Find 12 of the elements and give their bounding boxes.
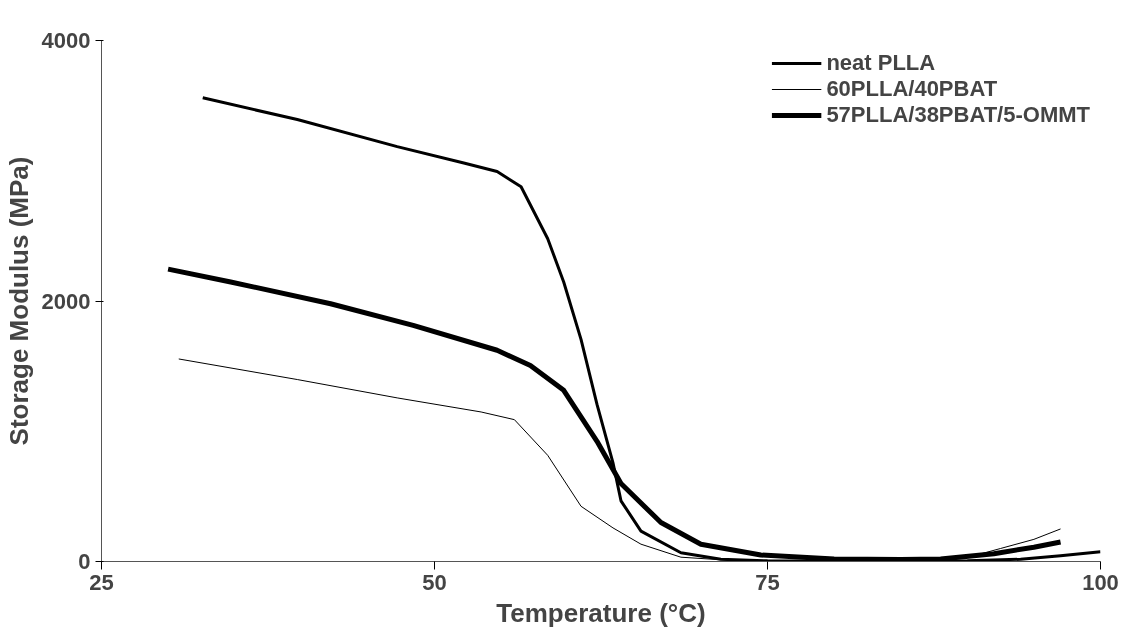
x-tick-label: 100 (1082, 569, 1119, 595)
y-axis-title: Storage Modulus (MPa) (3, 156, 34, 446)
legend-label: neat PLLA (826, 50, 936, 76)
y-tick-label: 2000 (41, 288, 91, 314)
y-tick-label: 4000 (41, 28, 91, 53)
legend-label: 57PLLA/38PBAT/5-OMMT (826, 102, 1090, 128)
legend-label: 60PLLA/40PBAT (826, 76, 998, 102)
x-axis-title: Temperature (°C) (496, 597, 706, 628)
x-tick-label: 50 (422, 569, 447, 595)
x-tick-label: 75 (755, 569, 780, 595)
x-tick-label: 25 (89, 569, 114, 595)
y-tick-label: 0 (78, 549, 91, 574)
